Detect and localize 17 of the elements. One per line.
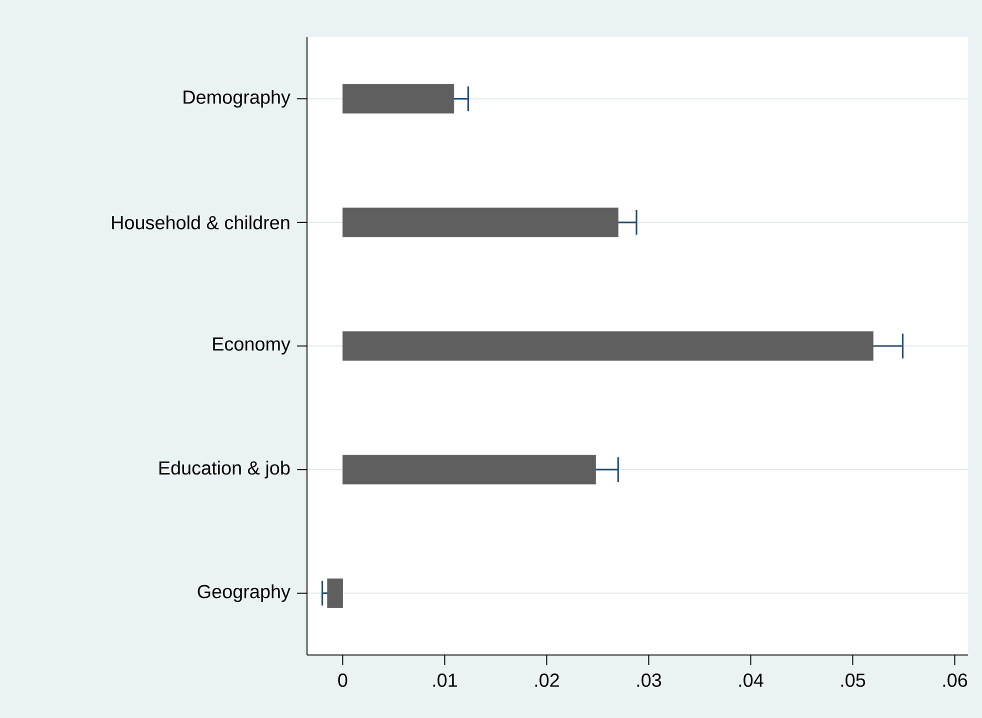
y-tick-label: Economy [213, 338, 290, 354]
x-tick-label: .05 [841, 674, 866, 687]
bar [342, 208, 618, 238]
x-tick-label: 0 [338, 674, 348, 687]
x-tick-label: .03 [637, 674, 662, 687]
bar [342, 84, 454, 114]
y-tick-label: Education & job [159, 460, 290, 478]
x-tick-label: .01 [433, 674, 457, 687]
bar [342, 454, 596, 484]
x-tick-label: .06 [943, 674, 968, 687]
y-tick-label: Demography [184, 90, 290, 108]
x-tick-label: .04 [739, 674, 764, 687]
bar [342, 331, 874, 361]
bar [327, 578, 343, 608]
y-tick-label: Geography [198, 584, 290, 602]
x-tick-label: .02 [535, 674, 559, 687]
y-tick-label: Household & children [112, 215, 290, 230]
